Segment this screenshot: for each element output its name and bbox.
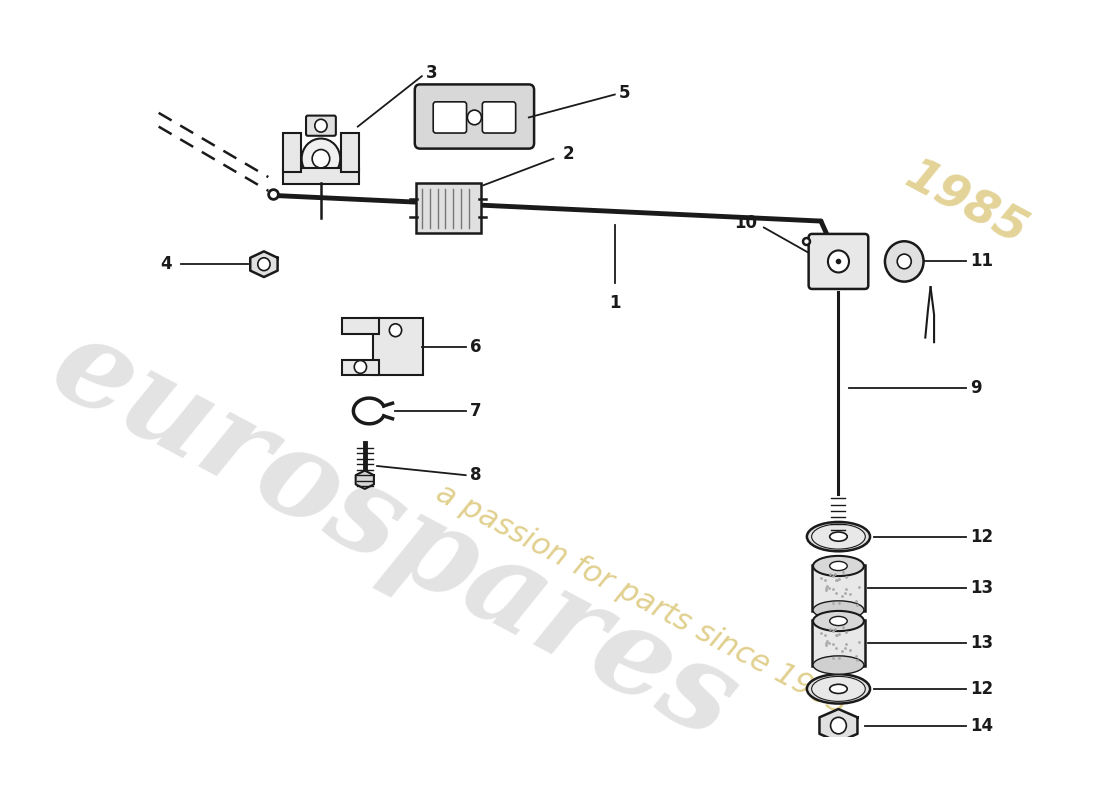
- Text: 7: 7: [470, 402, 482, 420]
- Circle shape: [312, 150, 330, 168]
- Text: 9: 9: [970, 379, 981, 397]
- Polygon shape: [355, 470, 374, 489]
- Circle shape: [898, 254, 911, 269]
- FancyBboxPatch shape: [306, 116, 336, 136]
- FancyBboxPatch shape: [812, 620, 865, 666]
- FancyBboxPatch shape: [416, 183, 481, 233]
- Circle shape: [354, 361, 366, 374]
- FancyBboxPatch shape: [283, 133, 300, 171]
- Text: 5: 5: [619, 84, 630, 102]
- Circle shape: [257, 258, 271, 270]
- Text: 13: 13: [970, 579, 993, 597]
- Circle shape: [301, 138, 340, 179]
- Polygon shape: [250, 251, 277, 277]
- Circle shape: [828, 250, 849, 273]
- Ellipse shape: [812, 677, 866, 702]
- Ellipse shape: [813, 611, 864, 631]
- FancyBboxPatch shape: [342, 318, 378, 334]
- Text: 11: 11: [970, 253, 993, 270]
- Ellipse shape: [813, 601, 864, 619]
- Text: 2: 2: [562, 145, 574, 163]
- FancyBboxPatch shape: [341, 133, 359, 171]
- Text: eurospares: eurospares: [33, 305, 758, 765]
- Ellipse shape: [813, 556, 864, 576]
- Ellipse shape: [829, 684, 847, 694]
- Text: 10: 10: [734, 214, 757, 232]
- Circle shape: [389, 324, 402, 337]
- FancyBboxPatch shape: [433, 102, 466, 133]
- Circle shape: [315, 119, 327, 132]
- Text: 13: 13: [970, 634, 993, 652]
- Ellipse shape: [829, 617, 847, 626]
- FancyBboxPatch shape: [415, 85, 535, 149]
- FancyBboxPatch shape: [283, 168, 359, 184]
- Text: 8: 8: [470, 466, 482, 484]
- FancyBboxPatch shape: [812, 565, 865, 611]
- Circle shape: [884, 242, 924, 282]
- Ellipse shape: [807, 674, 870, 703]
- Text: 14: 14: [970, 717, 993, 734]
- FancyBboxPatch shape: [808, 234, 868, 289]
- Polygon shape: [820, 709, 858, 742]
- Text: 12: 12: [970, 680, 993, 698]
- Text: 12: 12: [970, 528, 993, 546]
- Ellipse shape: [829, 562, 847, 570]
- FancyBboxPatch shape: [342, 359, 378, 375]
- Text: 4: 4: [161, 255, 172, 273]
- Circle shape: [830, 718, 846, 734]
- Circle shape: [468, 110, 482, 125]
- Ellipse shape: [829, 532, 847, 542]
- Ellipse shape: [812, 524, 866, 549]
- Text: 1: 1: [609, 294, 620, 313]
- Ellipse shape: [813, 656, 864, 674]
- Ellipse shape: [807, 522, 870, 551]
- FancyBboxPatch shape: [482, 102, 516, 133]
- Text: a passion for parts since 1985: a passion for parts since 1985: [431, 478, 851, 720]
- FancyBboxPatch shape: [373, 318, 422, 375]
- Text: 1985: 1985: [896, 154, 1034, 255]
- Text: 3: 3: [426, 65, 438, 82]
- Text: 6: 6: [470, 338, 482, 356]
